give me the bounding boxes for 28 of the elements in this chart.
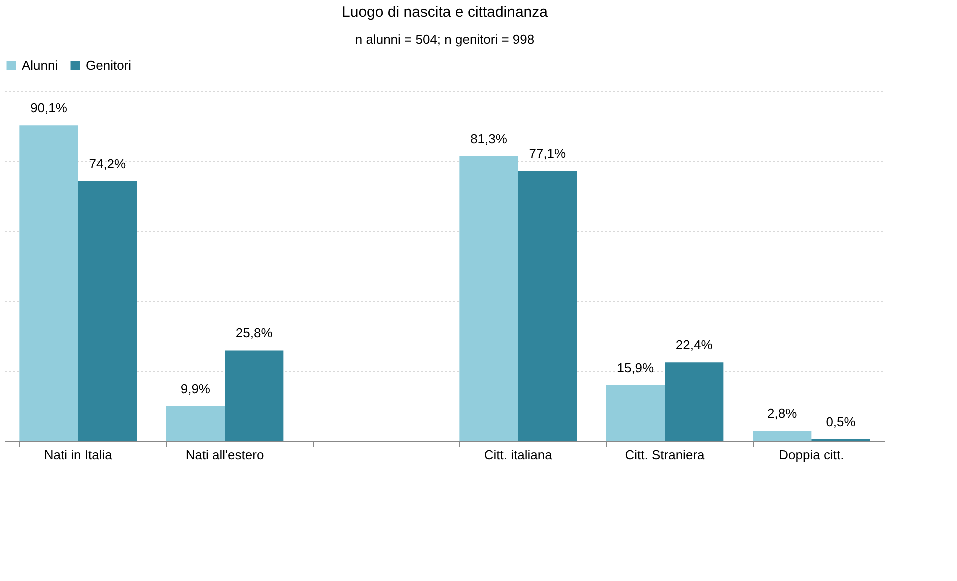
- chart-title: Luogo di nascita e cittadinanza: [342, 4, 549, 21]
- data-label: 22,4%: [676, 338, 714, 353]
- x-tick-label: Nati all'estero: [186, 448, 264, 462]
- bar: [518, 171, 577, 441]
- data-label: 81,3%: [470, 131, 508, 146]
- bar: [753, 431, 812, 441]
- data-label: 15,9%: [617, 360, 655, 376]
- x-tick-label: Doppia citt.: [779, 448, 844, 462]
- legend-label: Alunni: [22, 58, 58, 73]
- data-label: 2,8%: [768, 406, 798, 422]
- x-tick-label: Citt. italiana: [484, 448, 554, 462]
- data-label: 74,2%: [89, 156, 127, 172]
- x-tick-label: Citt. Straniera: [625, 448, 706, 462]
- bar: [665, 362, 724, 441]
- data-label: 25,8%: [236, 326, 274, 341]
- bar: [606, 385, 665, 441]
- legend-label: Genitori: [86, 58, 132, 73]
- bar: [460, 156, 518, 441]
- data-label: 0,5%: [826, 414, 856, 430]
- data-label: 9,9%: [180, 381, 211, 396]
- data-label: 90,1%: [30, 100, 68, 116]
- x-tick-label: Nati in Italia: [44, 448, 114, 462]
- data-label: 77,1%: [529, 146, 567, 162]
- chart-subtitle: n alunni = 504; n genitori = 998: [355, 32, 535, 47]
- bar: [78, 181, 137, 441]
- bar: [166, 406, 225, 441]
- bar: [225, 350, 284, 441]
- bar: [20, 126, 78, 441]
